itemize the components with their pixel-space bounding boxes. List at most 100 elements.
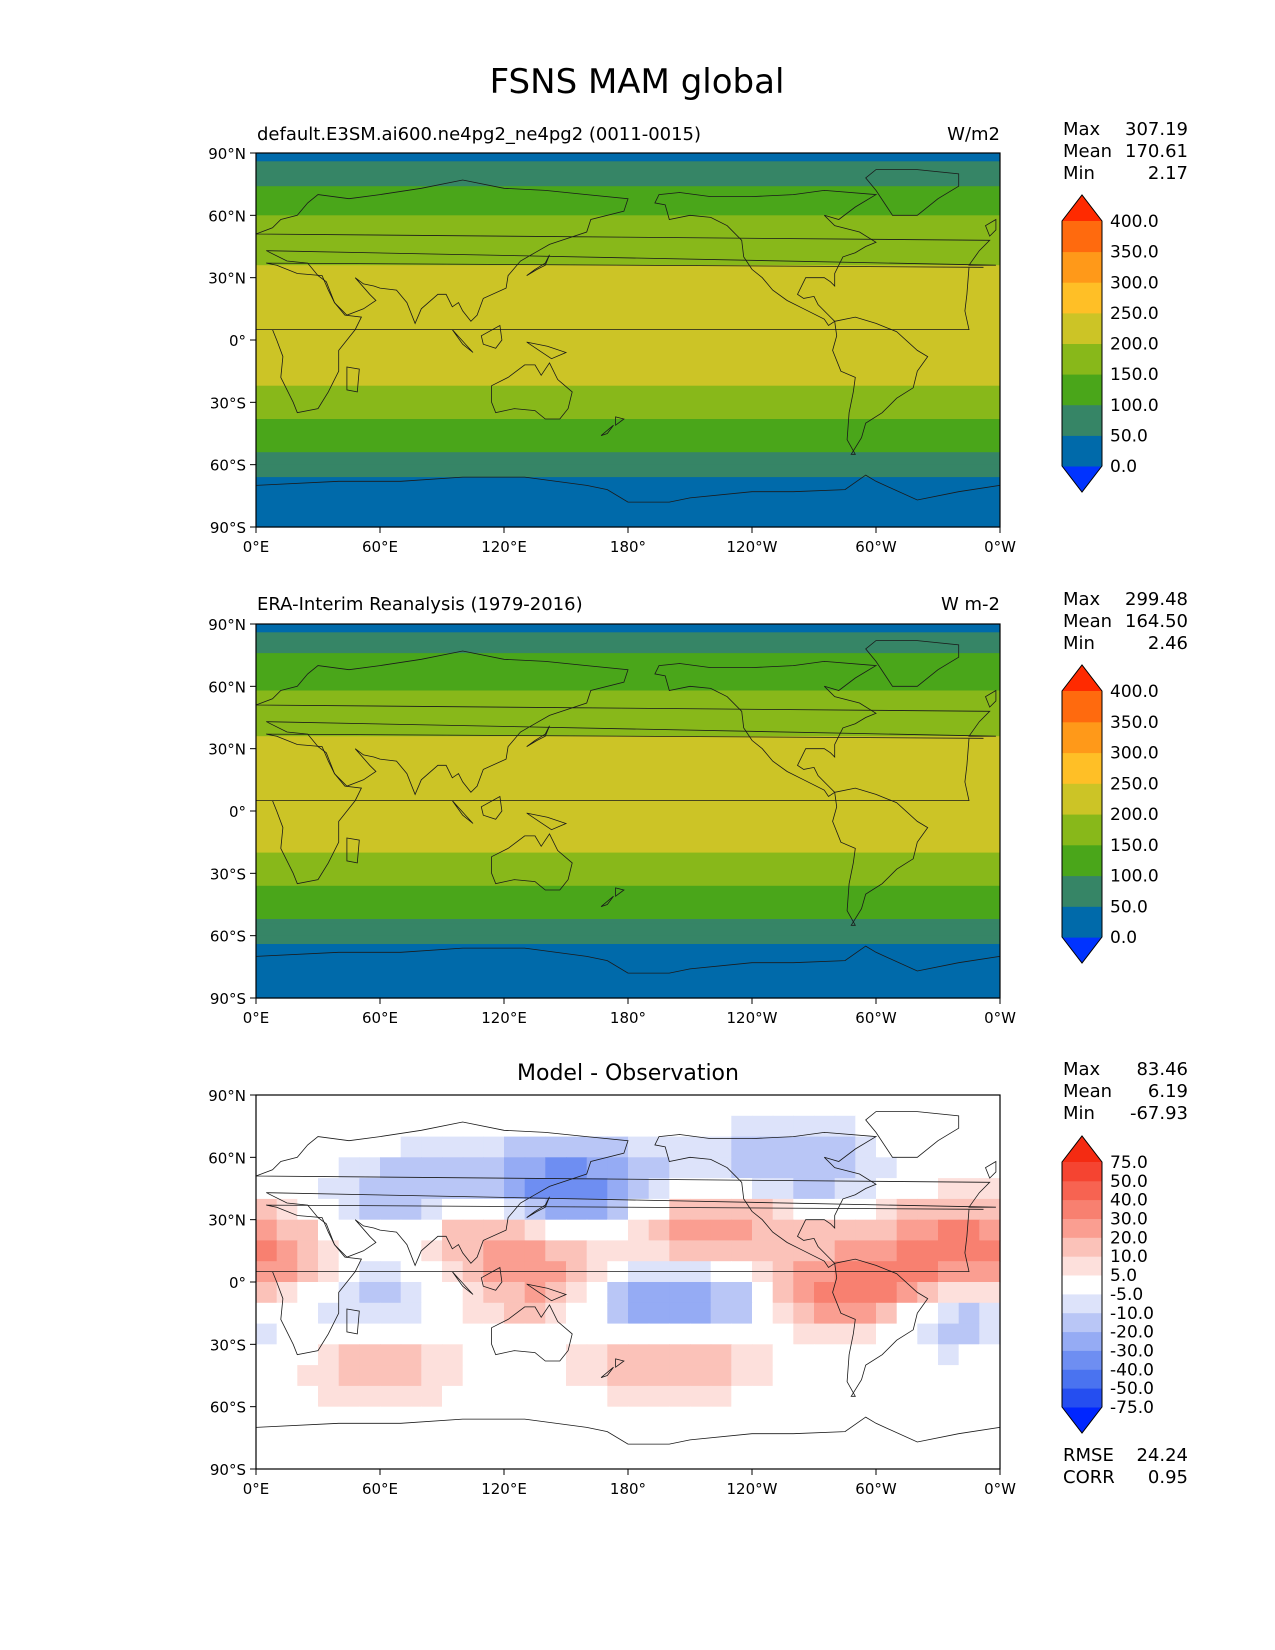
contour-band — [256, 265, 1000, 270]
contour-cell — [400, 1095, 422, 1117]
panel-obs: ERA-Interim Reanalysis (1979-2016) W m-2… — [208, 589, 1188, 1027]
contour-cell — [400, 1344, 422, 1366]
contour-cell — [731, 1344, 753, 1366]
contour-band — [256, 989, 1000, 995]
contour-cell — [648, 1448, 670, 1470]
contour-band — [256, 956, 1000, 962]
colorbar-tick-label: 250.0 — [1110, 304, 1159, 324]
contour-cell — [938, 1365, 960, 1387]
contour-cell — [276, 1115, 298, 1138]
contour-cell — [338, 1157, 360, 1179]
contour-cell — [545, 1198, 567, 1221]
contour-cell — [442, 1323, 464, 1345]
contour-cell — [958, 1095, 980, 1117]
contour-cell — [545, 1448, 567, 1470]
contour-cell — [483, 1157, 505, 1179]
contour-band — [256, 290, 1000, 295]
contour-band — [256, 624, 1000, 629]
contour-cell — [545, 1323, 567, 1345]
contour-cell — [628, 1115, 650, 1138]
contour-cell — [772, 1198, 794, 1221]
contour-band — [256, 769, 1000, 775]
contour-cell — [524, 1323, 546, 1345]
contour-cell — [710, 1302, 732, 1325]
contour-band — [256, 157, 1000, 162]
contour-cell — [256, 1219, 278, 1242]
contour-cell — [834, 1240, 856, 1262]
contour-band — [256, 364, 1000, 370]
coastline — [480, 795, 503, 820]
contour-band — [256, 306, 1000, 312]
contour-cell — [607, 1136, 629, 1158]
contour-cell — [380, 1323, 402, 1345]
stat-max-label: Max — [1063, 119, 1101, 140]
contour-cell — [276, 1323, 298, 1345]
contour-cell — [359, 1344, 381, 1366]
contour-cell — [628, 1427, 650, 1449]
lon-tick-label: 0°E — [243, 538, 270, 556]
lon-tick-label: 180° — [610, 538, 646, 556]
contour-cell — [876, 1178, 898, 1200]
contour-cell — [979, 1344, 1001, 1366]
contour-cell — [793, 1406, 815, 1429]
contour-band — [256, 910, 1000, 916]
contour-cell — [731, 1448, 753, 1470]
contour-cell — [421, 1178, 443, 1200]
contour-cell — [566, 1406, 588, 1429]
contour-cell — [318, 1095, 340, 1117]
contour-band — [256, 840, 1000, 845]
contour-cell — [297, 1344, 319, 1366]
contour-cell — [979, 1219, 1001, 1242]
contour-band — [256, 319, 1000, 324]
contour-cell — [793, 1095, 815, 1117]
contour-cell — [380, 1219, 402, 1242]
colorbar-cell — [1062, 1180, 1102, 1201]
contour-cell — [524, 1365, 546, 1387]
contour-band — [256, 410, 1000, 416]
colorbar-cell — [1062, 1256, 1102, 1276]
colorbar-cell — [1062, 251, 1102, 283]
contour-cell — [462, 1365, 484, 1387]
contour-cell — [855, 1115, 877, 1138]
contour-cell — [318, 1344, 340, 1366]
contour-cell — [669, 1095, 691, 1117]
contour-band — [256, 344, 1000, 349]
contour-band — [256, 497, 1000, 503]
contour-band — [256, 673, 1000, 679]
colorbar-tick-label: 100.0 — [1110, 867, 1159, 887]
lat-tick-label: 60°N — [208, 678, 246, 696]
contour-cell — [380, 1282, 402, 1304]
contour-cell — [483, 1178, 505, 1200]
contour-cell — [938, 1219, 960, 1242]
contour-band — [256, 773, 1000, 779]
contour-cell — [648, 1385, 670, 1408]
contour-cell — [442, 1302, 464, 1325]
contour-band — [256, 865, 1000, 870]
contour-cell — [400, 1282, 422, 1304]
contour-band — [256, 653, 1000, 658]
contour-cell — [421, 1136, 443, 1158]
field — [256, 624, 1000, 999]
contour-cell — [586, 1448, 608, 1470]
contour-band — [256, 522, 1000, 528]
contour-cell — [359, 1240, 381, 1262]
contour-cell — [731, 1365, 753, 1387]
contour-band — [256, 898, 1000, 904]
panel-diff-stats: Max 83.46 Mean 6.19 Min -67.93 RMSE 24.2… — [1063, 1059, 1188, 1488]
contour-cell — [752, 1344, 774, 1366]
contour-cell — [338, 1323, 360, 1345]
contour-cell — [380, 1344, 402, 1366]
contour-cell — [772, 1136, 794, 1158]
contour-band — [256, 727, 1000, 733]
contour-cell — [710, 1178, 732, 1200]
contour-cell — [256, 1178, 278, 1200]
contour-cell — [772, 1157, 794, 1179]
contour-cell — [421, 1282, 443, 1304]
contour-cell — [814, 1136, 836, 1158]
contour-cell — [628, 1095, 650, 1117]
contour-cell — [504, 1448, 526, 1470]
contour-cell — [442, 1219, 464, 1242]
contour-band — [256, 431, 1000, 437]
contour-cell — [483, 1115, 505, 1138]
contour-cell — [855, 1385, 877, 1408]
